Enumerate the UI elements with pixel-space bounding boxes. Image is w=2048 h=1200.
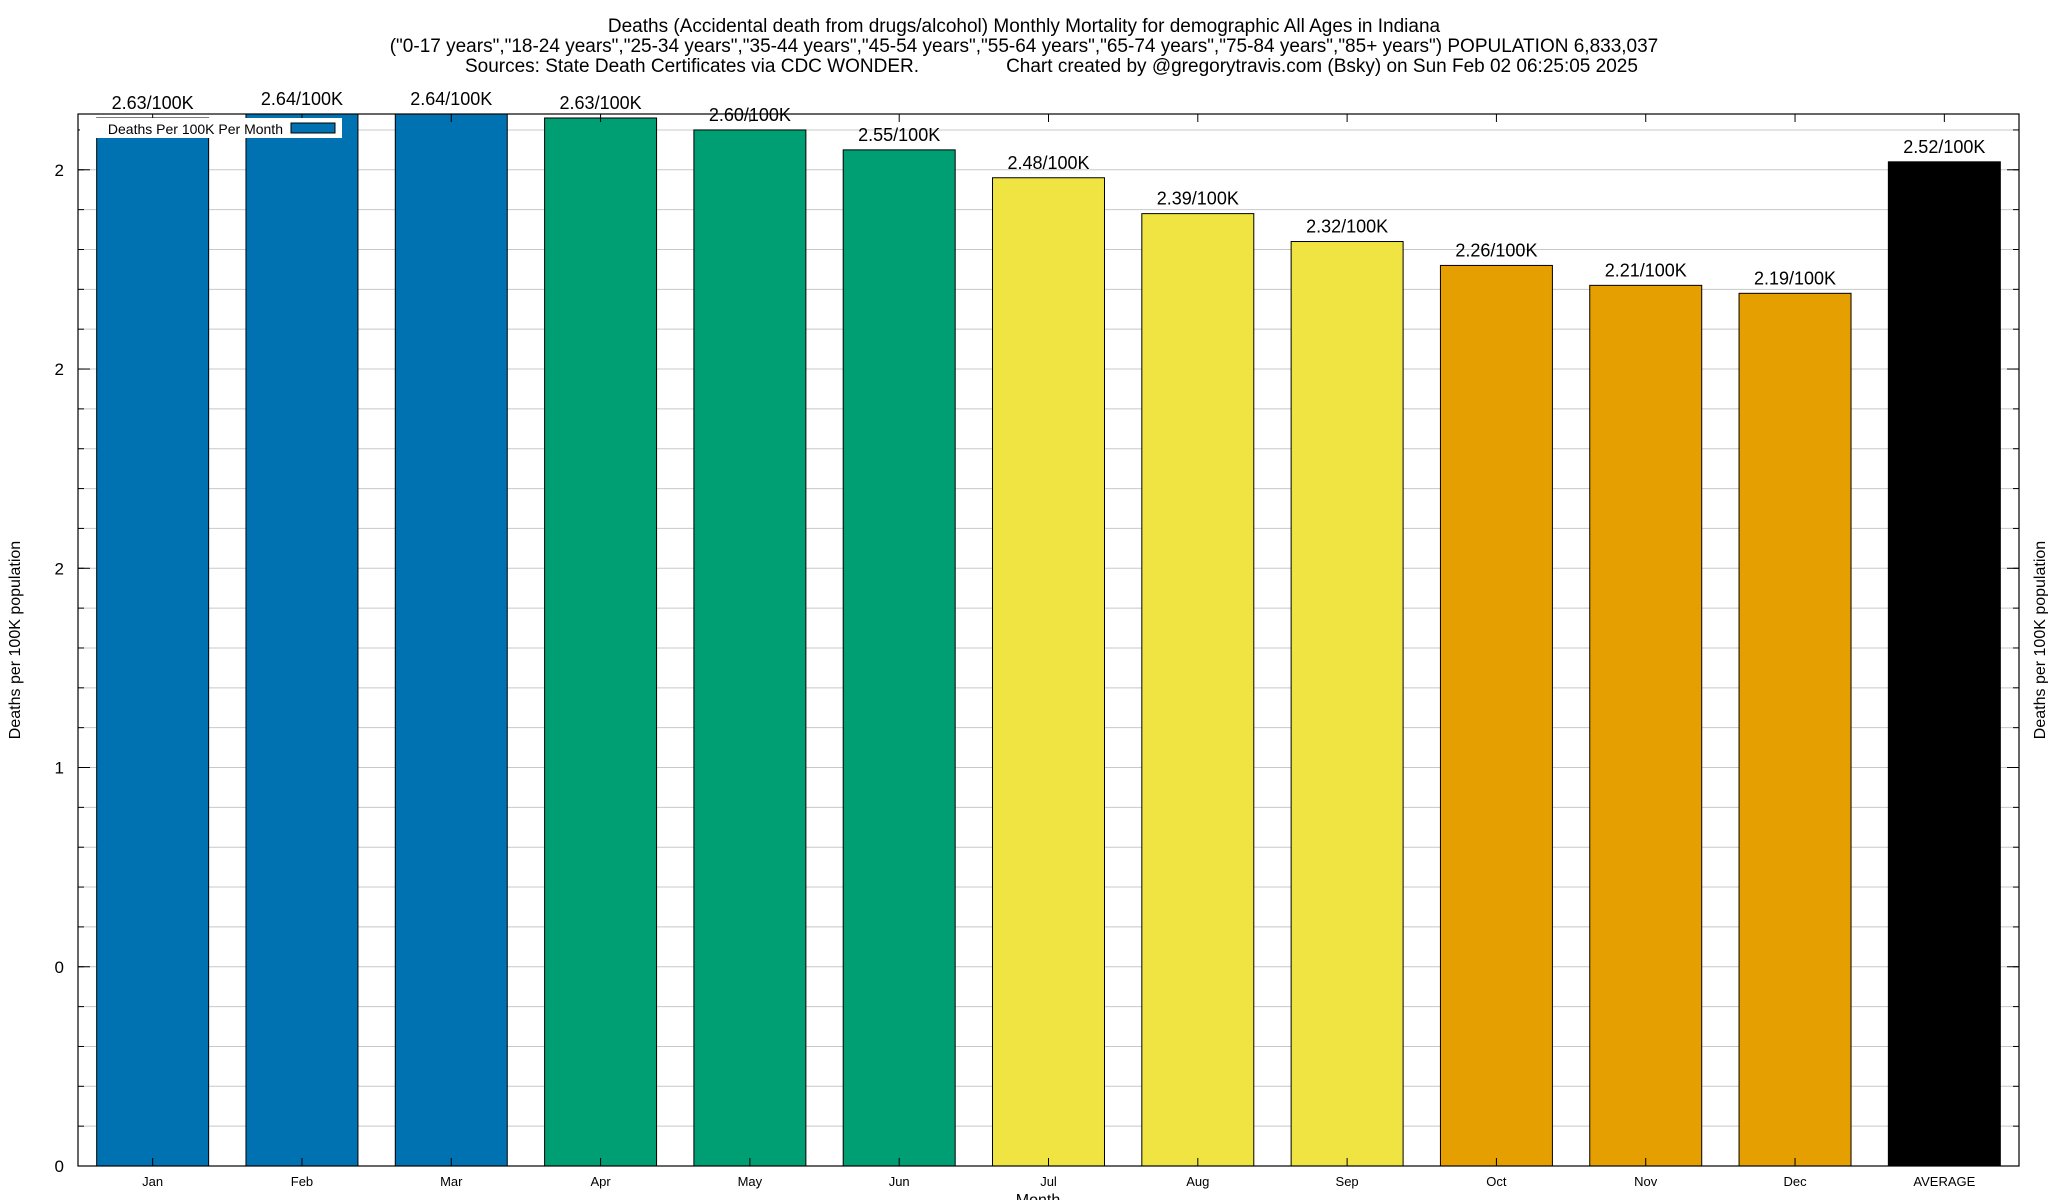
- x-tick-label: Nov: [1634, 1174, 1658, 1189]
- x-tick-label: Sep: [1336, 1174, 1359, 1189]
- x-tick-label: Jan: [142, 1174, 163, 1189]
- legend-box: [80, 118, 342, 138]
- chart-credit: Chart created by @gregorytravis.com (Bsk…: [1006, 56, 1638, 77]
- y-tick-label: 1: [55, 759, 64, 778]
- bar-jul: [992, 177, 1105, 1167]
- y-tick-label: 0: [55, 1157, 64, 1176]
- x-tick-label: May: [738, 1174, 763, 1189]
- bar-may: [693, 129, 807, 1167]
- y-tick-label: 2: [55, 161, 64, 180]
- bar-oct: [1439, 264, 1553, 1167]
- y-tick-label: 0: [55, 958, 64, 977]
- data-label: 2.32/100K: [1306, 217, 1388, 237]
- chart-sources: Sources: State Death Certificates via CD…: [465, 56, 919, 77]
- bar-aug: [1141, 213, 1255, 1167]
- data-labels: 2.63/100K 2.64/100K 2.64/100K 2.63/100K2.60…: [112, 89, 1986, 288]
- y-axis-label: Deaths per 100K population: [7, 541, 24, 739]
- x-tick-label: Jun: [889, 1174, 910, 1189]
- x-tick-label: AVERAGE: [1913, 1174, 1975, 1189]
- data-label: 2.21/100K: [1605, 260, 1687, 280]
- data-label: 2.63/100K: [560, 93, 642, 113]
- bar-jun: [842, 149, 956, 1167]
- data-label: 2.64/100K: [410, 89, 492, 109]
- data-label: 2.26/100K: [1455, 240, 1537, 260]
- chart-subtitle: ("0-17 years","18-24 years","25-34 years…: [390, 36, 1659, 57]
- bar-mar: [394, 113, 508, 1167]
- bars: [96, 113, 2001, 1167]
- bar-jan: [96, 117, 210, 1167]
- y-tick-label: 2: [55, 559, 64, 578]
- x-tick-label: Oct: [1486, 1174, 1507, 1189]
- bar-nov: [1589, 284, 1703, 1167]
- data-label: 2.52/100K: [1903, 137, 1985, 157]
- legend-swatch: [290, 122, 336, 134]
- bar-average: [1887, 161, 2001, 1167]
- y-axis-ticks: 0 0 1 2 2 2: [55, 161, 2019, 1176]
- bar-feb: [245, 113, 359, 1167]
- plot-border: [77, 113, 2020, 1167]
- data-label: 2.55/100K: [858, 125, 940, 145]
- legend-label: Deaths Per 100K Per Month: [108, 121, 283, 137]
- x-tick-label: Feb: [291, 1174, 313, 1189]
- data-label: 2.64/100K: [261, 89, 343, 109]
- data-label: 2.19/100K: [1754, 268, 1836, 288]
- legend: Deaths Per 100K Per Month: [80, 118, 342, 138]
- chart-title: Deaths (Accidental death from drugs/alco…: [608, 16, 1441, 37]
- x-axis-label: Month: [1016, 1192, 1060, 1200]
- x-axis-ticks: Jan Feb Mar Apr May Jun Jul Aug Sep Oct Nov Dec AVER…: [142, 114, 1976, 1189]
- x-tick-label: Apr: [590, 1174, 611, 1189]
- data-label: 2.39/100K: [1157, 189, 1239, 209]
- y-axis-label-right: Deaths per 100K population: [2032, 541, 2048, 739]
- x-tick-label: Dec: [1783, 1174, 1807, 1189]
- bar-sep: [1290, 241, 1404, 1167]
- x-tick-label: Mar: [440, 1174, 463, 1189]
- bar-dec: [1738, 292, 1852, 1167]
- y-tick-label: 2: [55, 360, 64, 379]
- bar-apr: [544, 117, 658, 1167]
- data-label: 2.63/100K: [112, 93, 194, 113]
- x-tick-label: Aug: [1186, 1174, 1209, 1189]
- data-label: 2.48/100K: [1007, 153, 1089, 173]
- x-tick-label: Jul: [1040, 1174, 1057, 1189]
